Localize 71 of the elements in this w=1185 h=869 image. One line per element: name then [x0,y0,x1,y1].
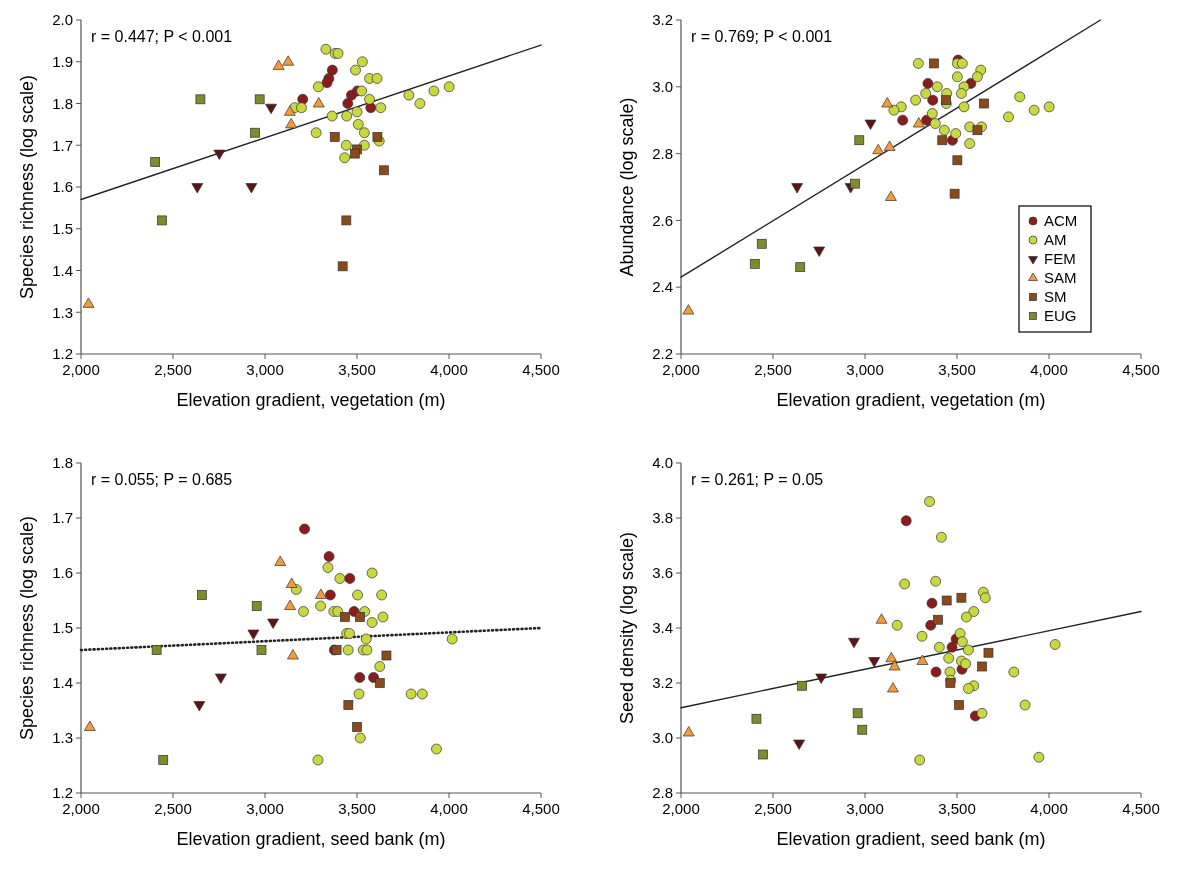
x-axis-title: Elevation gradient, vegetation (m) [176,390,446,410]
x-tick-label: 4,000 [1030,361,1068,378]
x-tick-label: 4,500 [522,800,560,817]
annotation: r = 0.055; P = 0.685 [91,470,233,488]
x-tick-label: 2,000 [662,361,700,378]
x-tick-label: 2,500 [154,361,192,378]
y-tick-label: 3.2 [652,674,673,692]
x-tick-label: 4,000 [1030,800,1068,817]
x-tick-label: 2,000 [62,800,100,817]
y-tick-label: 4.0 [652,454,673,472]
y-tick-label: 3.2 [652,11,673,29]
x-tick-label: 2,500 [154,800,192,817]
x-axis-title: Elevation gradient, vegetation (m) [776,390,1046,410]
y-tick-label: 2.8 [652,144,673,162]
x-tick-label: 4,000 [430,361,468,378]
legend-label: AM [1044,231,1067,249]
x-tick-label: 2,000 [662,800,700,817]
y-tick-label: 1.2 [52,784,73,802]
y-axis-title: Species richness (log scale) [17,74,37,300]
x-tick-label: 4,500 [1122,361,1160,378]
y-tick-label: 1.7 [52,509,73,527]
y-axis-title: Species richness (log scale) [17,515,37,741]
y-tick-label: 3.8 [652,509,673,527]
x-tick-label: 3,000 [846,800,884,817]
x-axis-title: Elevation gradient, seed bank (m) [776,829,1046,849]
x-tick-label: 3,500 [338,800,376,817]
x-axis-title: Elevation gradient, seed bank (m) [176,829,446,849]
x-tick-label: 3,500 [938,800,976,817]
y-tick-label: 1.5 [52,619,73,637]
y-tick-label: 2.6 [652,211,673,229]
x-tick-label: 2,500 [754,800,792,817]
x-tick-label: 3,500 [938,361,976,378]
y-tick-label: 1.4 [52,674,73,692]
y-tick-label: 1.9 [52,53,73,70]
y-tick-label: 1.5 [52,220,73,237]
y-tick-label: 3.0 [652,78,673,96]
annotation: r = 0.447; P < 0.001 [91,27,233,45]
y-tick-label: 1.4 [52,261,73,279]
x-tick-label: 2,500 [754,361,792,378]
y-tick-label: 1.6 [52,178,73,196]
x-tick-label: 3,500 [338,361,376,378]
x-tick-label: 3,000 [846,361,884,378]
y-tick-label: 2.2 [652,345,673,363]
y-tick-label: 3.0 [652,729,673,747]
y-tick-label: 2.8 [652,784,673,802]
y-tick-label: 1.8 [52,94,73,112]
x-tick-label: 2,000 [62,361,100,378]
y-tick-label: 1.7 [52,136,73,154]
y-tick-label: 2.4 [652,278,673,296]
legend-label: FEM [1044,250,1076,268]
annotation: r = 0.769; P < 0.001 [691,27,833,45]
x-tick-label: 3,000 [246,361,284,378]
legend-label: ACM [1044,212,1078,230]
y-axis-title: Seed density (log scale) [617,531,637,725]
legend-label: SM [1044,288,1067,306]
y-tick-label: 1.3 [52,729,73,747]
x-tick-label: 3,000 [246,800,284,817]
y-tick-label: 1.6 [52,564,73,582]
y-tick-label: 1.3 [52,303,73,321]
y-tick-label: 3.6 [652,564,673,582]
x-tick-label: 4,500 [522,361,560,378]
y-tick-label: 2.0 [52,11,73,29]
x-tick-label: 4,500 [1122,800,1160,817]
y-tick-label: 3.4 [652,619,673,637]
y-axis-title: Abundance (log scale) [617,97,637,277]
legend-label: SAM [1044,269,1077,287]
x-tick-label: 4,000 [430,800,468,817]
legend-label: EUG [1044,307,1077,325]
y-tick-label: 1.2 [52,345,73,363]
y-tick-label: 1.8 [52,454,73,472]
annotation: r = 0.261; P = 0.05 [691,470,824,488]
